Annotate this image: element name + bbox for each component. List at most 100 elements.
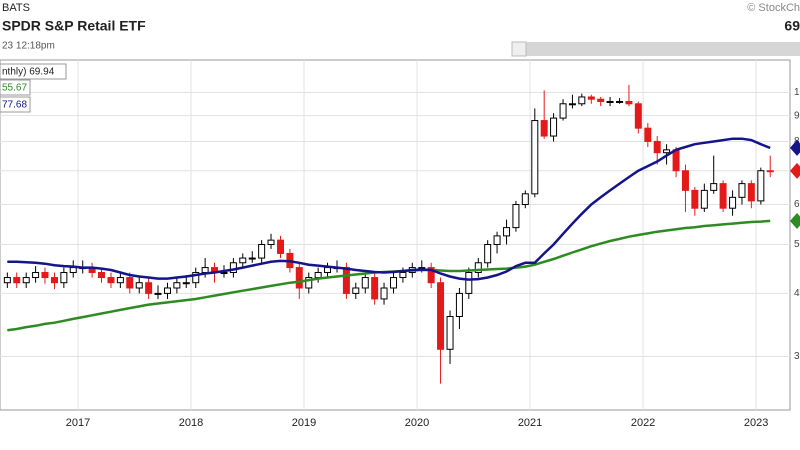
candle-body bbox=[399, 272, 407, 279]
candle-body bbox=[182, 282, 190, 285]
x-tick-label: 2018 bbox=[179, 417, 203, 429]
candle-body bbox=[173, 282, 181, 289]
candle-body bbox=[710, 183, 718, 191]
candle-body bbox=[380, 287, 388, 300]
candle-body bbox=[295, 267, 303, 289]
legend-box bbox=[0, 96, 31, 113]
candle-body bbox=[484, 243, 492, 264]
candle-body bbox=[277, 239, 285, 254]
candle-body bbox=[446, 315, 454, 350]
y-tick-label: 40 bbox=[794, 288, 800, 299]
candle-body bbox=[719, 183, 727, 209]
candle-body bbox=[634, 103, 642, 129]
x-tick-label: 2017 bbox=[66, 417, 90, 429]
candle-body bbox=[540, 120, 548, 137]
candle-body bbox=[550, 117, 558, 137]
candle-body bbox=[606, 100, 614, 103]
candle-body bbox=[258, 243, 266, 259]
timestamp: 23 12:18pm bbox=[2, 41, 55, 52]
legend-box bbox=[0, 79, 31, 96]
candle-body bbox=[729, 196, 737, 209]
x-tick-label: 2022 bbox=[631, 417, 655, 429]
candle-body bbox=[766, 170, 774, 173]
brand: © StockCh bbox=[747, 2, 800, 14]
x-tick-label: 2021 bbox=[518, 417, 542, 429]
candle-body bbox=[390, 277, 398, 289]
candle-body bbox=[60, 272, 68, 284]
candle-body bbox=[653, 140, 661, 154]
candle-body bbox=[455, 292, 463, 317]
candle-body bbox=[135, 282, 143, 289]
price-marker bbox=[790, 162, 800, 179]
plot-area bbox=[0, 59, 791, 411]
candle-body bbox=[69, 267, 77, 274]
candle-body bbox=[220, 272, 228, 275]
candle-body bbox=[361, 277, 369, 289]
candle-body bbox=[531, 120, 539, 195]
ma-legend: 55.67 bbox=[2, 83, 27, 94]
candle-body bbox=[644, 127, 652, 142]
candle-body bbox=[681, 170, 689, 191]
candle-body bbox=[126, 277, 134, 289]
scroll-left[interactable] bbox=[511, 41, 527, 57]
candle-body bbox=[738, 183, 746, 198]
exchange: BATS bbox=[2, 2, 30, 14]
y-tick-label: 100 bbox=[794, 87, 800, 98]
candle-body bbox=[324, 267, 332, 274]
candle-body bbox=[625, 100, 633, 105]
candle-body bbox=[97, 272, 105, 279]
candle-body bbox=[521, 193, 529, 206]
candle-body bbox=[493, 235, 501, 245]
candle-body bbox=[474, 262, 482, 274]
candle-body bbox=[616, 100, 624, 103]
candle-body bbox=[50, 277, 58, 284]
candle-body bbox=[305, 277, 313, 289]
moving-average bbox=[7, 137, 771, 281]
candle-body bbox=[32, 272, 40, 279]
candle-body bbox=[427, 267, 435, 284]
candle-body bbox=[154, 292, 162, 295]
candle-body bbox=[597, 98, 605, 102]
candle-body bbox=[145, 282, 153, 294]
candle-body bbox=[314, 272, 322, 279]
grid bbox=[0, 60, 790, 410]
candle-body bbox=[163, 287, 171, 294]
legend-box bbox=[0, 63, 67, 80]
candle-body bbox=[568, 103, 576, 106]
scrollbar[interactable] bbox=[512, 42, 800, 56]
candle-body bbox=[116, 277, 124, 284]
candle-body bbox=[691, 189, 699, 209]
candle-body bbox=[757, 170, 765, 202]
ma-legend: 77.68 bbox=[2, 100, 27, 111]
candle-body bbox=[512, 204, 520, 229]
legend: nthly) 69.94 55.67 77.68 bbox=[0, 63, 67, 113]
candle-body bbox=[465, 272, 473, 294]
candle-body bbox=[267, 239, 275, 245]
candle-body bbox=[192, 272, 200, 284]
candle-body bbox=[352, 287, 360, 294]
x-tick-label: 2023 bbox=[744, 417, 768, 429]
candle-body bbox=[437, 282, 445, 350]
candle-body bbox=[239, 257, 247, 264]
candle-body bbox=[342, 267, 350, 294]
y-tick-label: 60 bbox=[794, 199, 800, 210]
price-marker bbox=[790, 212, 800, 229]
y-tick-label: 30 bbox=[794, 351, 800, 362]
candle-body bbox=[559, 103, 567, 119]
y-tick-label: 90 bbox=[794, 110, 800, 121]
candle-body bbox=[22, 277, 30, 284]
last-price: 69 bbox=[784, 18, 800, 34]
price-legend: nthly) 69.94 bbox=[2, 67, 55, 78]
candle-body bbox=[503, 227, 511, 237]
marks bbox=[3, 84, 774, 384]
candle-body bbox=[371, 277, 379, 300]
y-tick-label: 50 bbox=[794, 239, 800, 250]
candle-body bbox=[107, 277, 115, 284]
price-marker bbox=[790, 139, 800, 156]
candle-body bbox=[700, 189, 708, 209]
x-tick-label: 2020 bbox=[405, 417, 429, 429]
candle-body bbox=[248, 257, 256, 260]
candle-body bbox=[3, 277, 11, 284]
candle-body bbox=[663, 149, 671, 154]
